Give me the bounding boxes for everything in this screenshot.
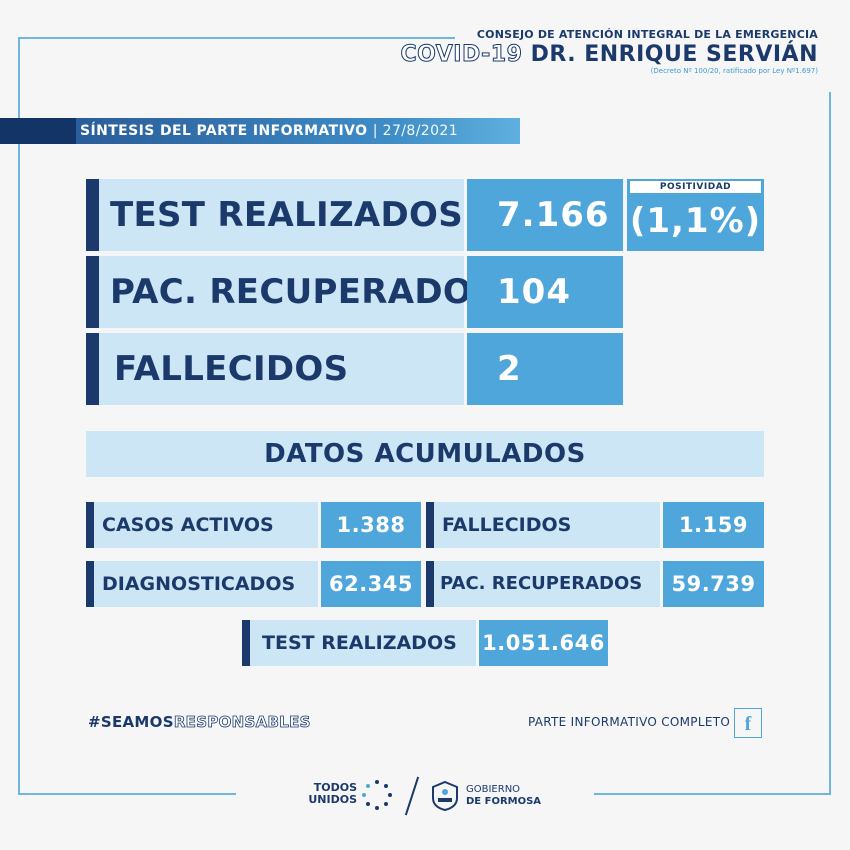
row-accent xyxy=(86,561,94,607)
daily-deaths-value-box: 2 xyxy=(467,333,623,405)
unidos-text: UNIDOS xyxy=(308,793,357,806)
frame-left-line xyxy=(18,37,20,118)
gobierno-text: GOBIERNO xyxy=(466,784,521,795)
daily-tests-value: 7.166 xyxy=(497,195,610,235)
acc-deaths-row: FALLECIDOS xyxy=(426,502,660,548)
daily-tests-value-box: 7.166 xyxy=(467,179,623,251)
ribbon-dark xyxy=(0,118,76,144)
row-accent xyxy=(426,561,434,607)
frame-bottom-right-line xyxy=(594,793,831,795)
diagnosed-label: DIAGNOSTICADOS xyxy=(102,573,296,595)
daily-recovered-value-box: 104 xyxy=(467,256,623,328)
acc-tests-value: 1.051.646 xyxy=(479,620,608,666)
acc-recovered-row: PAC. RECUPERADOS xyxy=(426,561,660,607)
logo-divider xyxy=(404,776,420,816)
frame-left-line-lower xyxy=(18,144,20,794)
accumulated-title: DATOS ACUMULADOS xyxy=(86,431,764,477)
positivity-value: (1,1%) xyxy=(629,201,762,241)
diagnosed-value: 62.345 xyxy=(321,561,421,607)
todos-unidos-logo: TODOS UNIDOS xyxy=(307,782,357,806)
header: CONSEJO DE ATENCIÓN INTEGRAL DE LA EMERG… xyxy=(400,28,818,75)
acc-tests-label: TEST REALIZADOS xyxy=(262,632,457,654)
todos-text: TODOS xyxy=(313,781,357,794)
frame-right-line xyxy=(829,92,831,794)
hashtag-a: #SEAMOS xyxy=(88,713,174,731)
ribbon-text: SÍNTESIS DEL PARTE INFORMATIVO | 27/8/20… xyxy=(80,123,458,139)
formosa-shield-icon xyxy=(432,780,458,812)
gobierno-formosa-logo: GOBIERNO DE FORMOSA xyxy=(466,784,541,808)
daily-tests-row: TEST REALIZADOS xyxy=(86,179,464,251)
header-title: COVID-19 DR. ENRIQUE SERVIÁN xyxy=(400,42,818,68)
positivity-label: POSITIVIDAD xyxy=(630,181,761,193)
daily-recovered-label: PAC. RECUPERADOS xyxy=(110,272,497,312)
frame-top-line xyxy=(18,37,455,39)
active-cases-label: CASOS ACTIVOS xyxy=(102,514,274,536)
acc-deaths-value: 1.159 xyxy=(663,502,764,548)
row-accent xyxy=(86,502,94,548)
header-name: DR. ENRIQUE SERVIÁN xyxy=(530,42,818,67)
row-accent xyxy=(242,620,250,666)
hashtag-b: RESPONSABLES xyxy=(173,713,311,732)
facebook-icon[interactable]: f xyxy=(734,708,762,738)
diagnosed-row: DIAGNOSTICADOS xyxy=(86,561,318,607)
daily-recovered-row: PAC. RECUPERADOS xyxy=(86,256,497,328)
header-decree: (Decreto Nº 100/20, ratificado por Ley N… xyxy=(650,67,818,75)
header-council: CONSEJO DE ATENCIÓN INTEGRAL DE LA EMERG… xyxy=(476,28,818,41)
acc-recovered-label: PAC. RECUPERADOS xyxy=(440,573,643,594)
daily-deaths-value: 2 xyxy=(497,349,522,389)
daily-tests-label: TEST REALIZADOS xyxy=(110,195,464,235)
row-accent xyxy=(86,179,99,251)
formosa-text: DE FORMOSA xyxy=(466,796,542,807)
hashtag: #SEAMOSRESPONSABLES xyxy=(88,713,311,732)
daily-deaths-row: FALLECIDOS xyxy=(86,333,464,405)
ribbon-title: SÍNTESIS DEL PARTE INFORMATIVO xyxy=(80,123,368,139)
positivity-box: POSITIVIDAD (1,1%) xyxy=(627,179,764,251)
active-cases-value: 1.388 xyxy=(321,502,421,548)
acc-deaths-label: FALLECIDOS xyxy=(442,514,572,536)
daily-recovered-value: 104 xyxy=(497,272,571,312)
frame-bottom-left-line xyxy=(18,793,236,795)
full-report-link[interactable]: PARTE INFORMATIVO COMPLETO xyxy=(528,715,731,729)
ribbon-main xyxy=(76,118,520,144)
row-accent xyxy=(86,333,99,405)
row-accent xyxy=(86,256,99,328)
ribbon-date: | 27/8/2021 xyxy=(372,123,459,139)
daily-deaths-label: FALLECIDOS xyxy=(114,349,349,389)
row-accent xyxy=(426,502,434,548)
header-covid: COVID-19 xyxy=(400,42,523,68)
acc-tests-row: TEST REALIZADOS xyxy=(242,620,476,666)
active-cases-row: CASOS ACTIVOS xyxy=(86,502,318,548)
acc-recovered-value: 59.739 xyxy=(663,561,764,607)
stars-circle-icon xyxy=(362,780,392,810)
